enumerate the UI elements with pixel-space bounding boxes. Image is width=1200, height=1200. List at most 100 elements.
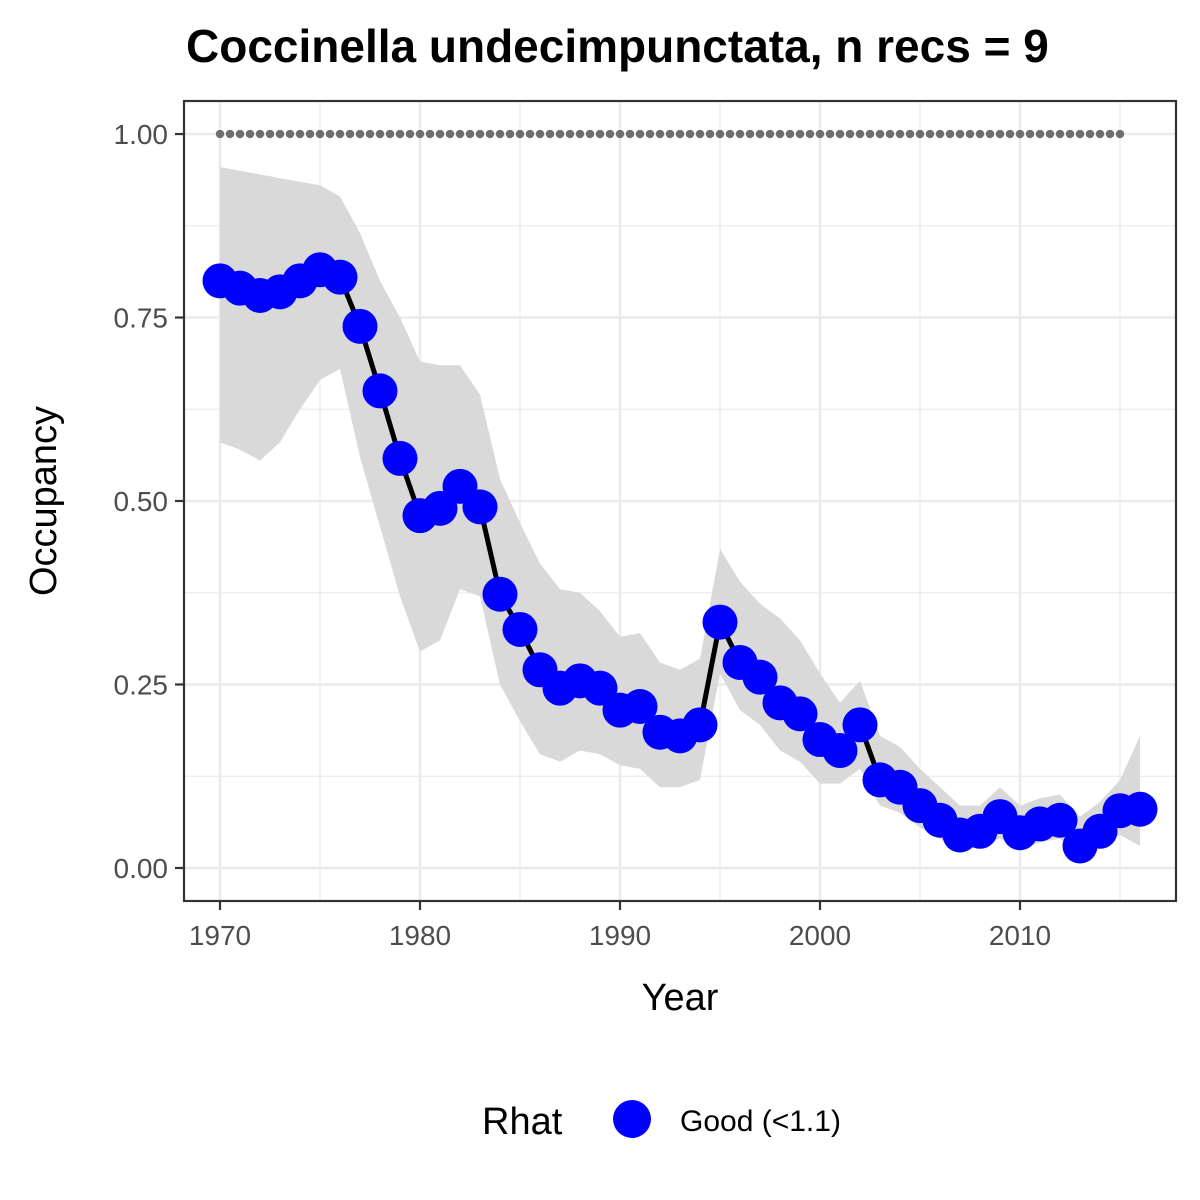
reference-dot [425,129,435,139]
reference-dot [845,129,855,139]
reference-dot [1015,129,1025,139]
reference-dot [625,129,635,139]
reference-dot [455,129,465,139]
data-point [322,259,358,295]
legend-entry-label: Good (<1.1) [680,1105,841,1138]
reference-dot [745,129,755,139]
reference-dot [325,129,335,139]
reference-dot [335,129,345,139]
reference-dot [685,129,695,139]
reference-dot [365,129,375,139]
y-tick-label: 0.00 [114,853,169,884]
data-point [702,604,738,640]
reference-dot [225,129,235,139]
data-point [482,576,518,612]
reference-dot [655,129,665,139]
reference-dot [805,129,815,139]
reference-dot [375,129,385,139]
y-axis-label: Occupancy [23,406,65,596]
legend-title: Rhat [482,1101,563,1143]
reference-dot [245,129,255,139]
reference-dot [1025,129,1035,139]
reference-dot [925,129,935,139]
reference-dot [995,129,1005,139]
reference-dot [715,129,725,139]
data-point [362,373,398,409]
reference-dot [485,129,495,139]
reference-dot [905,129,915,139]
y-tick-label: 0.50 [114,486,169,517]
reference-dot [555,129,565,139]
reference-dot [855,129,865,139]
data-point [462,489,498,525]
data-point [782,696,818,732]
reference-dot [505,129,515,139]
x-axis-ticks: 1970 1980 1990 2000 2010 [189,901,1051,951]
y-axis-ticks: 0.00 0.25 0.50 0.75 1.00 [114,119,184,884]
y-tick-label: 1.00 [114,119,169,150]
reference-dot [825,129,835,139]
data-point [822,733,858,769]
reference-dot [785,129,795,139]
reference-dot [1055,129,1065,139]
reference-dot [965,129,975,139]
reference-dot [1075,129,1085,139]
reference-dot [1115,129,1125,139]
reference-dot [895,129,905,139]
reference-dot [885,129,895,139]
reference-dot [535,129,545,139]
x-tick-label: 1980 [389,920,451,951]
reference-dot [815,129,825,139]
reference-dot [615,129,625,139]
reference-dot [725,129,735,139]
x-tick-label: 2000 [789,920,851,951]
reference-dot [565,129,575,139]
reference-dot [435,129,445,139]
reference-dot [915,129,925,139]
reference-dot [235,129,245,139]
reference-dot [275,129,285,139]
reference-dot [475,129,485,139]
legend-key-point [613,1100,651,1138]
reference-dot [945,129,955,139]
reference-dot [1105,129,1115,139]
reference-dot [1095,129,1105,139]
reference-dot [955,129,965,139]
reference-dot [385,129,395,139]
reference-dot [1035,129,1045,139]
reference-dot [735,129,745,139]
reference-dot [1085,129,1095,139]
reference-dot [975,129,985,139]
reference-dot [775,129,785,139]
reference-dot [705,129,715,139]
reference-line-dots [215,129,1125,139]
data-point [742,659,778,695]
reference-dot [285,129,295,139]
reference-dot [595,129,605,139]
data-point [382,440,418,476]
reference-dot [295,129,305,139]
reference-dot [795,129,805,139]
data-point [1122,791,1158,827]
reference-dot [605,129,615,139]
reference-dot [665,129,675,139]
reference-dot [635,129,645,139]
reference-dot [315,129,325,139]
reference-dot [755,129,765,139]
reference-dot [355,129,365,139]
data-point [842,707,878,743]
reference-dot [345,129,355,139]
reference-dot [695,129,705,139]
data-point [622,689,658,725]
reference-dot [575,129,585,139]
occupancy-points [202,252,1158,864]
reference-dot [1005,129,1015,139]
reference-dot [675,129,685,139]
reference-dot [645,129,655,139]
reference-dot [255,129,265,139]
data-point [342,308,378,344]
reference-dot [985,129,995,139]
reference-dot [395,129,405,139]
reference-dot [585,129,595,139]
legend: Rhat Good (<1.1) [482,1100,841,1143]
